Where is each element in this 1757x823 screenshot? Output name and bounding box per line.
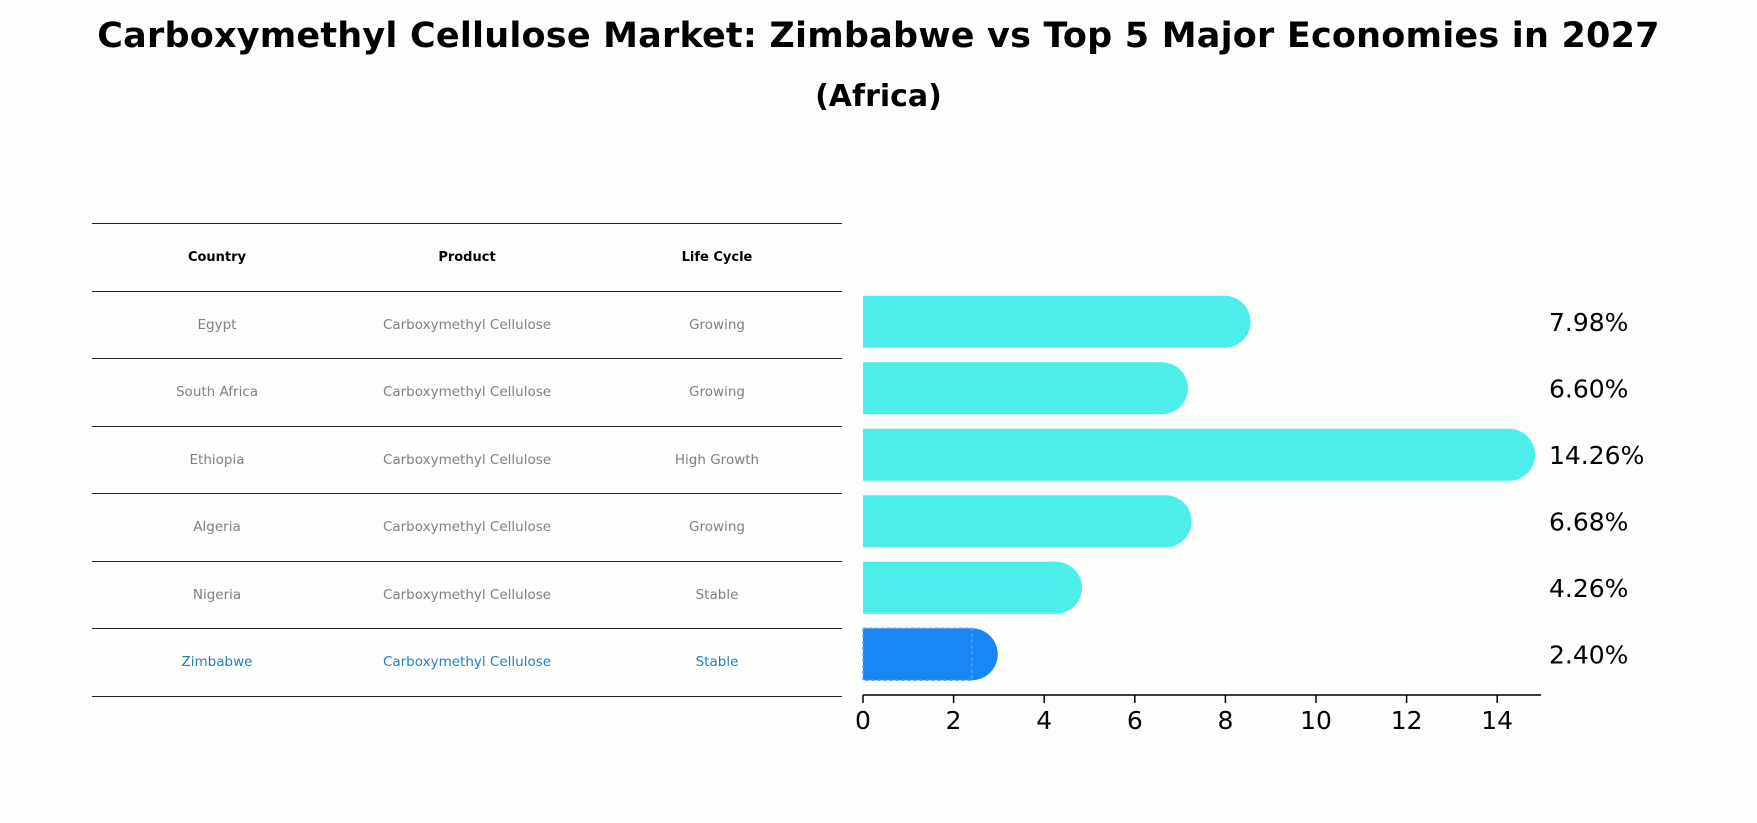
header-country: Country [187, 249, 247, 265]
life-cycle-cell: Growing [689, 519, 745, 536]
value-label: 2.40% [1549, 640, 1628, 669]
country-cell: Egypt [197, 316, 237, 333]
bar-nigeria [863, 561, 1056, 614]
value-label: 6.60% [1549, 374, 1628, 403]
bar-cap [1139, 495, 1192, 548]
life-cycle-cell: Stable [695, 654, 739, 671]
bar-south-africa [863, 362, 1162, 415]
header-product: Product [438, 249, 496, 265]
value-label: 7.98% [1549, 308, 1628, 337]
bar-cap [1029, 561, 1082, 614]
product-cell: Carboxymethyl Cellulose [382, 451, 552, 468]
value-label: 6.68% [1549, 507, 1628, 536]
bar-cap [1482, 428, 1535, 481]
country-table: Country Product Life Cycle Egypt Carboxy… [92, 223, 842, 697]
bar-cap [1198, 295, 1251, 348]
bar-cap [1135, 362, 1188, 415]
table-row-highlight: Zimbabwe Carboxymethyl Cellulose Stable [92, 628, 842, 697]
value-label: 4.26% [1549, 574, 1628, 603]
x-tick-label: 12 [1391, 706, 1423, 735]
life-cycle-cell: High Growth [674, 451, 760, 468]
chart-subtitle: (Africa) [815, 79, 942, 114]
bar-egypt [863, 295, 1225, 348]
table-row: Egypt Carboxymethyl Cellulose Growing [92, 290, 842, 359]
product-cell: Carboxymethyl Cellulose [382, 519, 552, 536]
product-cell: Carboxymethyl Cellulose [382, 586, 552, 603]
x-tick-label: 2 [946, 706, 962, 735]
header-life-cycle: Life Cycle [681, 249, 753, 265]
x-tick-label: 4 [1036, 706, 1052, 735]
x-tick-label: 0 [855, 706, 871, 735]
bar-algeria [863, 495, 1166, 548]
life-cycle-cell: Stable [695, 586, 739, 603]
country-cell: South Africa [175, 384, 259, 401]
life-cycle-cell: Growing [689, 384, 745, 401]
bar-ethiopia [863, 428, 1509, 481]
country-cell: Ethiopia [189, 451, 245, 468]
x-tick-label: 14 [1481, 706, 1513, 735]
life-cycle-cell: Growing [689, 316, 745, 333]
x-tick-label: 10 [1300, 706, 1332, 735]
highlight-outline [862, 627, 973, 681]
value-label: 14.26% [1549, 441, 1644, 470]
country-cell: Nigeria [192, 586, 242, 603]
table-row: Algeria Carboxymethyl Cellulose Growing [92, 493, 842, 561]
table-row: Nigeria Carboxymethyl Cellulose Stable [92, 560, 842, 629]
chart-title: Carboxymethyl Cellulose Market: Zimbabwe… [97, 16, 1660, 56]
x-tick-label: 8 [1217, 706, 1233, 735]
country-cell: Algeria [193, 519, 241, 536]
table-header-row: Country Product Life Cycle [92, 223, 842, 291]
product-cell: Carboxymethyl Cellulose [382, 654, 552, 671]
country-cell: Zimbabwe [181, 654, 253, 671]
product-cell: Carboxymethyl Cellulose [382, 316, 552, 333]
product-cell: Carboxymethyl Cellulose [382, 384, 552, 401]
x-tick-label: 6 [1127, 706, 1143, 735]
table-row: Ethiopia Carboxymethyl Cellulose High Gr… [92, 425, 842, 494]
table-row: South Africa Carboxymethyl Cellulose Gro… [92, 358, 842, 426]
